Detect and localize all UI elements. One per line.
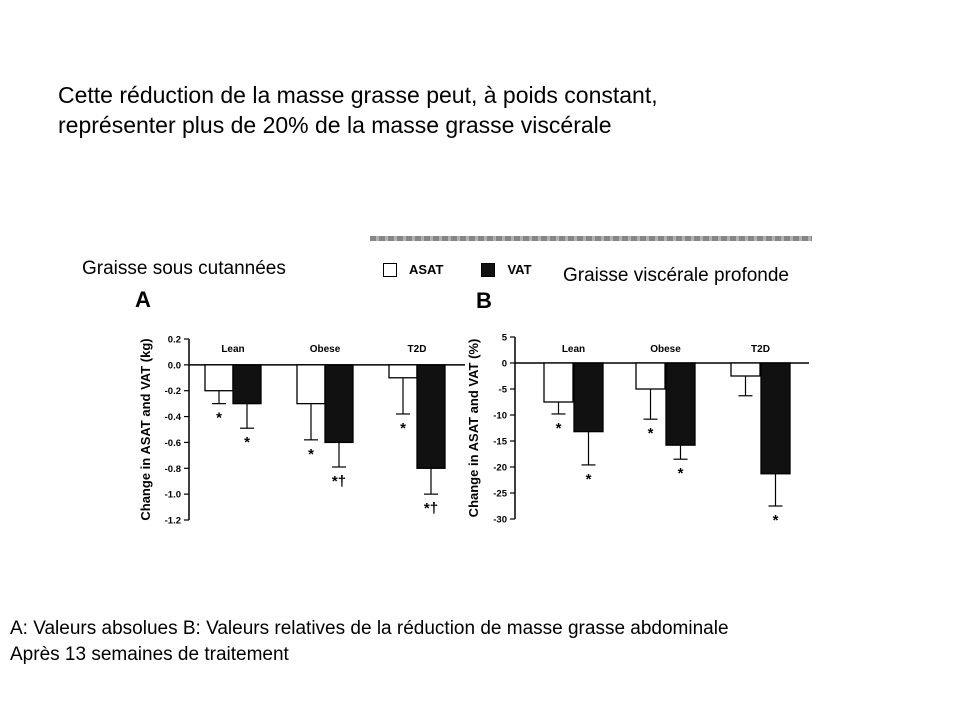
category-label: Lean [562,344,585,355]
bar-vat-t2d [416,364,446,469]
bar-vat-lean [232,364,262,405]
y-tick-label: -10 [493,411,507,422]
caption-line-1: A: Valeurs absolues B: Valeurs relatives… [10,618,729,639]
y-tick-label: -0.2 [165,386,181,397]
cropped-figure-title-line [370,236,812,241]
bar-asat-lean [543,362,574,403]
chart-legend: ASAT VAT [383,262,570,277]
y-tick-label: 0 [502,359,507,370]
headline-line-2: représenter plus de 20% de la masse gras… [58,112,612,138]
y-tick-label: -30 [493,515,507,526]
bar-vat-t2d [760,362,791,475]
significance-mark: *† [424,500,438,517]
significance-mark: *† [332,473,346,490]
y-axis-title: Change in ASAT and VAT (kg) [138,338,153,520]
bar-asat-t2d [388,364,418,379]
slide-caption: A: Valeurs absolues B: Valeurs relatives… [10,616,729,668]
y-tick-label: -25 [493,489,507,500]
bar-vat-obese [324,364,354,444]
bar-vat-lean [573,362,604,433]
significance-mark: * [400,420,406,437]
category-label: T2D [408,344,427,355]
chart-panel-A: A 0.2 0.0 -0.2 -0.4 -0.6 -0.8 -1.0 -1.2 Change in… [135,287,465,527]
category-label: Lean [221,344,244,355]
y-tick-label: -15 [493,437,507,448]
legend-label-asat: ASAT [409,262,444,277]
y-tick-label: -1.2 [165,516,181,527]
legend-label-vat: VAT [507,262,532,277]
significance-mark: * [773,512,779,529]
y-tick-label: -0.8 [165,464,181,475]
significance-mark: * [678,465,684,482]
y-tick-label: 0.0 [168,360,181,371]
y-tick-label: 5 [502,333,508,344]
y-axis-title: Change in ASAT and VAT (%) [466,339,481,518]
label-subcutaneous-fat: Graisse sous cutannées [82,258,286,279]
legend-swatch-vat [481,262,496,277]
bar-asat-obese [635,362,666,390]
bar-asat-obese [296,364,326,405]
bar-asat-t2d [730,362,761,377]
significance-mark: * [308,446,314,463]
headline-line-1: Cette réduction de la masse grasse peut,… [58,82,658,108]
significance-mark: * [586,471,592,488]
panel-label: B [476,288,492,313]
slide-headline: Cette réduction de la masse grasse peut,… [58,80,658,140]
y-tick-label: -1.0 [165,490,181,501]
category-label: Obese [650,344,681,355]
label-visceral-fat: Graisse viscérale profonde [563,265,789,286]
y-tick-label: 0.2 [168,335,181,346]
legend-swatch-asat [383,262,397,277]
y-tick-label: -0.6 [165,438,181,449]
category-label: Obese [310,344,341,355]
caption-line-2: Après 13 semaines de traitement [10,644,289,665]
panel-label: A [135,287,151,312]
bar-vat-obese [665,362,696,446]
chart-panel-B: B 5 0 -5 -10 -15 -20 -25 -30 Change in ASAT and V… [466,288,809,529]
significance-mark: * [244,434,250,451]
y-tick-label: -0.4 [165,412,182,423]
significance-mark: * [648,425,654,442]
bar-asat-lean [204,364,234,392]
y-tick-label: -5 [499,385,508,396]
significance-mark: * [556,420,562,437]
significance-mark: * [216,410,222,427]
y-tick-label: -20 [493,463,507,474]
category-label: T2D [751,344,770,355]
